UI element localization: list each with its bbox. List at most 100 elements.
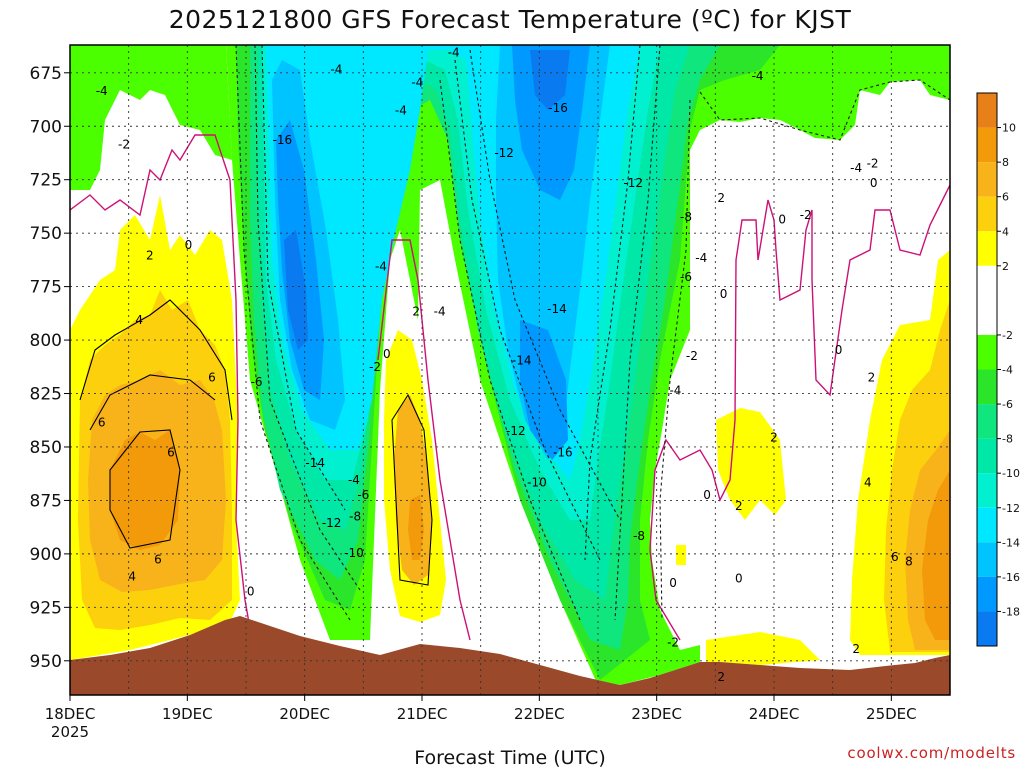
contour-label: 8 (905, 554, 913, 568)
contour-label: -14 (547, 302, 567, 316)
contour-label: 0 (870, 176, 878, 190)
contour-label: -2 (667, 636, 679, 650)
contour-label: -16 (548, 101, 568, 115)
x-year-label: 2025 (51, 723, 89, 741)
colorbar-tick-label: 8 (1002, 156, 1009, 169)
contour-label: -2 (867, 157, 879, 171)
contour-label: -14 (512, 353, 532, 367)
y-tick-label: 800 (30, 331, 62, 351)
contour-label: 0 (735, 572, 743, 586)
contour-label: 2 (717, 670, 725, 684)
y-tick-label: 700 (30, 117, 62, 137)
contour-label: -16 (553, 445, 573, 459)
contour-label: 4 (128, 569, 136, 583)
contour-label: -12 (506, 424, 526, 438)
y-tick-label: 850 (30, 438, 62, 458)
contour-label: -8 (680, 210, 692, 224)
contour-label: -8 (633, 529, 645, 543)
colorbar-tick-label: -12 (1002, 502, 1020, 515)
colorbar-band (977, 127, 997, 163)
contour-label: -4 (375, 259, 387, 273)
contour-label: 6 (891, 550, 899, 564)
colorbar-band (977, 369, 997, 405)
contour-label: -6 (251, 375, 263, 389)
contour-lines (70, 45, 950, 641)
contour-label: -4 (395, 103, 407, 117)
contour-label: -4 (411, 75, 423, 89)
band-minus2-upper-left (70, 45, 232, 190)
colorbar-tick-label: -4 (1002, 364, 1013, 377)
plot-area (70, 45, 950, 695)
contour-label: -4 (434, 304, 446, 318)
colorbar-band (977, 93, 997, 128)
contour-label: -4 (348, 473, 360, 487)
contour-label: -4 (448, 46, 460, 60)
contour-label: -4 (850, 161, 862, 175)
contour-label: -6 (357, 488, 369, 502)
contour-label: -2 (118, 137, 130, 151)
colorbar-band (977, 334, 997, 370)
colorbar-tick-label: -10 (1002, 467, 1020, 480)
y-axis: 675 700 725 750 775 800 825 850 875 900 925 950 (30, 64, 70, 672)
x-tick-label: 21DEC (397, 705, 448, 723)
contour-label: -12 (623, 176, 643, 190)
colorbar-tick-label: -2 (1002, 329, 1013, 342)
contour-label: -6 (680, 270, 692, 284)
colorbar-band (977, 611, 997, 646)
colorbar-band (977, 265, 997, 335)
grid-lines (70, 45, 950, 695)
contour-label: 0 (835, 343, 843, 357)
solid-warm-contours (79, 299, 433, 586)
x-tick-label: 24DEC (749, 705, 800, 723)
y-tick-label: 775 (30, 278, 62, 298)
contour-label: -16 (273, 133, 293, 147)
contour-label: 6 (167, 445, 175, 459)
warm-right-yellow-3 (706, 632, 820, 666)
colorbar-band (977, 231, 997, 266)
contour-label: -12 (494, 146, 514, 160)
contour-label: 2 (146, 249, 154, 263)
contour-label: 0 (720, 287, 728, 301)
chart-title: 2025121800 GFS Forecast Temperature (ºC)… (169, 5, 852, 34)
x-axis-label: Forecast Time (UTC) (414, 747, 605, 768)
contour-label: 2 (868, 371, 876, 385)
colorbar-tick-label: -14 (1002, 536, 1020, 549)
warm-mid-6-8 (408, 495, 424, 560)
contour-label: -2 (369, 360, 381, 374)
contour-label: -14 (305, 456, 325, 470)
colorbar-band (977, 542, 997, 577)
warm-left-8-10 (110, 430, 180, 550)
contour-label: -4 (669, 383, 681, 397)
x-tick-label: 25DEC (866, 705, 917, 723)
colorbar-tick-label: 10 (1002, 122, 1016, 135)
watermark: coolwx.com/modelts (847, 744, 1016, 762)
y-tick-label: 875 (30, 491, 62, 511)
colorbar-tick-label: 2 (1002, 260, 1009, 273)
contour-label: 0 (703, 488, 711, 502)
y-tick-label: 675 (30, 64, 62, 84)
colorbar-tick-label: 6 (1002, 191, 1009, 204)
contour-label: 6 (154, 552, 162, 566)
contour-label: 0 (669, 576, 677, 590)
colorbar-band (977, 438, 997, 474)
contour-label: 2 (852, 642, 860, 656)
contour-label: -10 (344, 546, 364, 560)
colorbar-tick-label: 4 (1002, 225, 1009, 238)
contour-label: 4 (135, 313, 143, 327)
y-tick-label: 725 (30, 171, 62, 191)
band-minus18-minus20 (284, 50, 570, 350)
colorbar-band (977, 473, 997, 508)
x-tick-label: 22DEC (514, 705, 565, 723)
colorbar-band (977, 162, 997, 197)
contour-label: 0 (185, 238, 193, 252)
colorbar-tick-label: -6 (1002, 398, 1013, 411)
warm-right-8-10 (922, 470, 950, 640)
colorbar-band (977, 576, 997, 612)
colorbar-band (977, 196, 997, 232)
dashed-cold-contours (235, 45, 950, 621)
contour-label: 2 (770, 430, 778, 444)
plot-frame (69, 44, 951, 696)
contour-label: 0 (778, 212, 786, 226)
colorbar-tick-label: -16 (1002, 571, 1020, 584)
